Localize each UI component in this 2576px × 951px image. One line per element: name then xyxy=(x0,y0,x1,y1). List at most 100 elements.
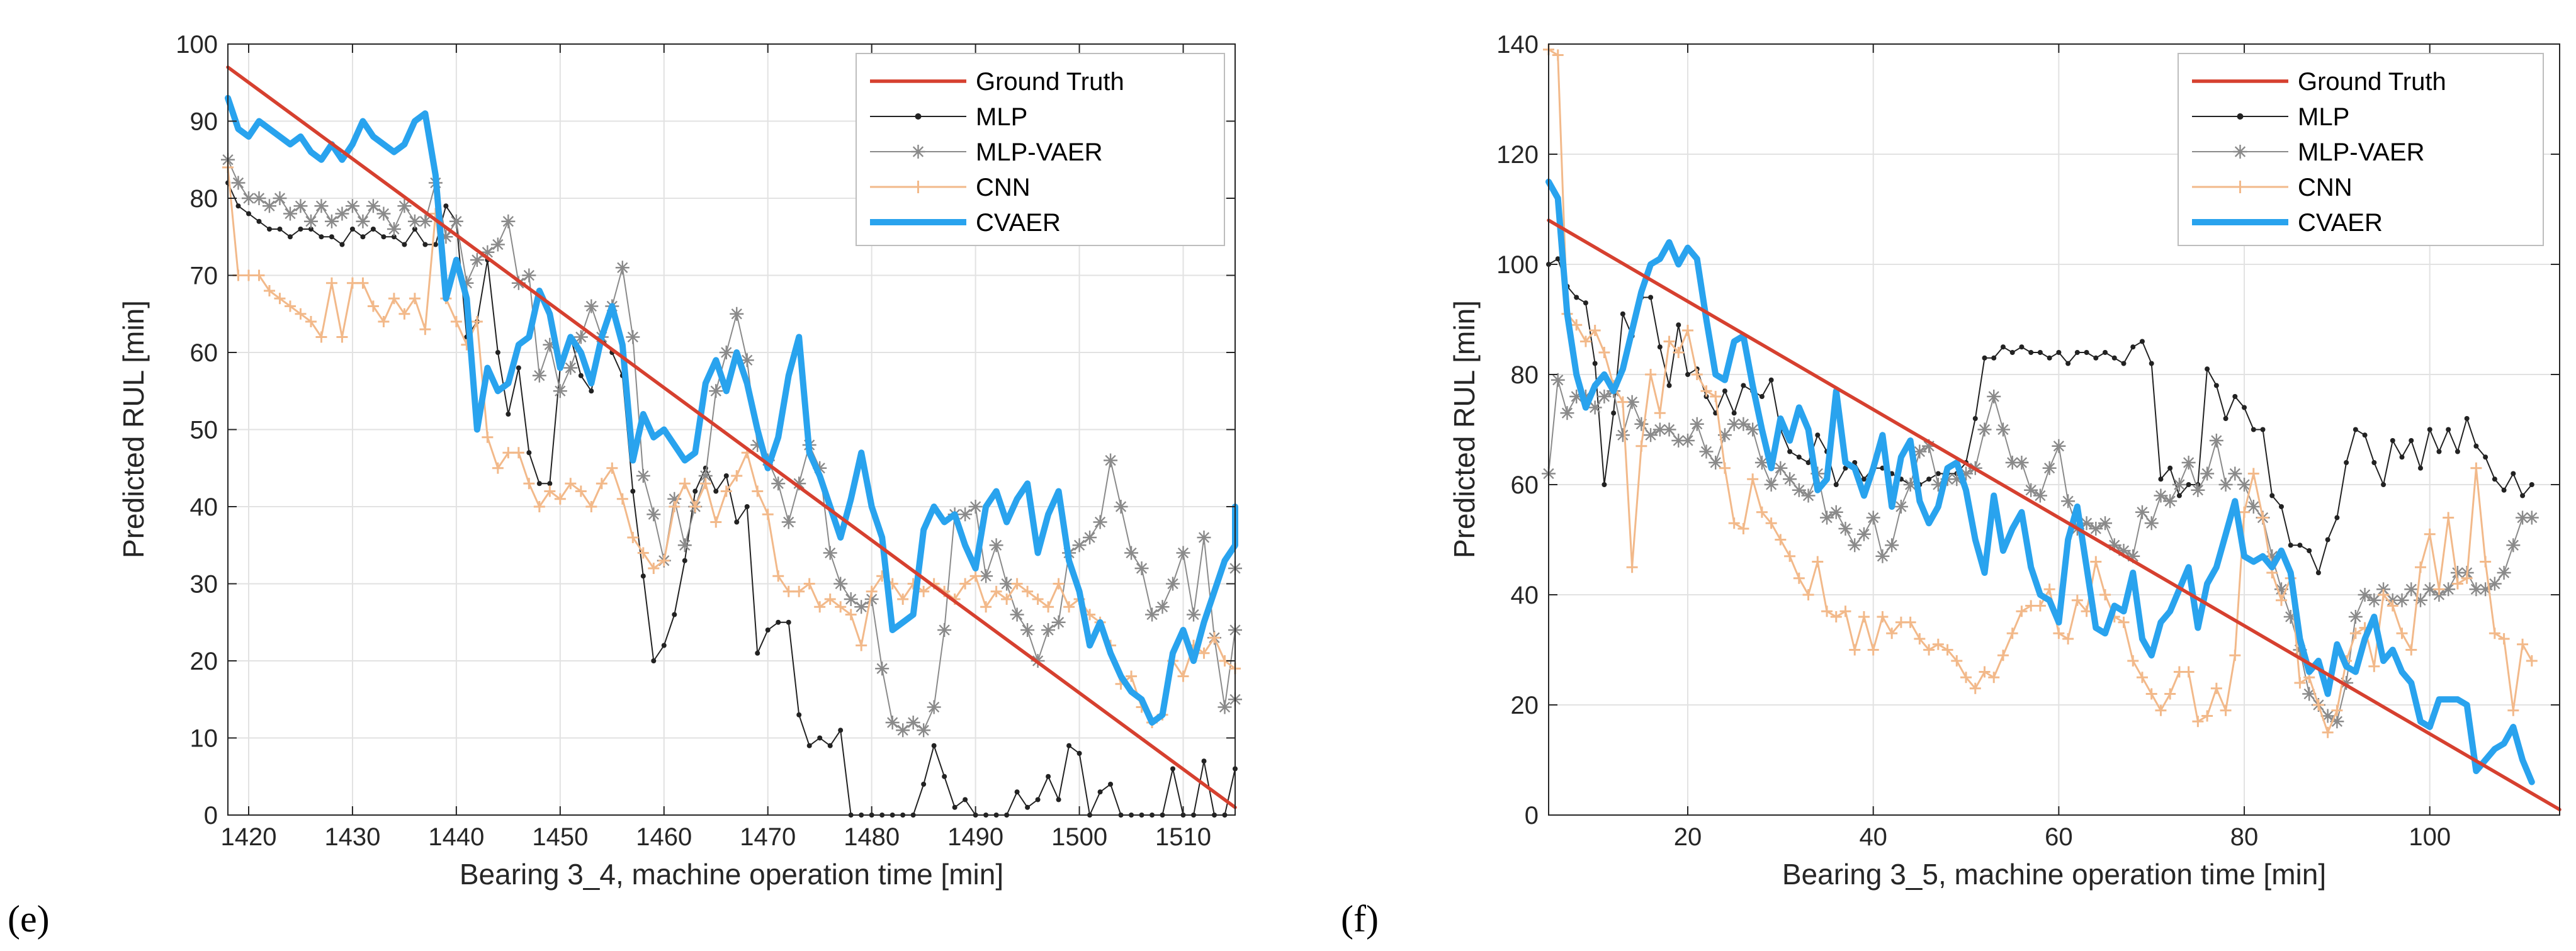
data-point-mlp xyxy=(2278,504,2284,509)
data-point-mlp xyxy=(2307,548,2312,553)
data-point-cnn xyxy=(274,293,286,305)
data-point-mlp-vaer xyxy=(2098,516,2113,531)
series-layer-f xyxy=(1542,43,2562,812)
panel-label-f: (f) xyxy=(1341,898,1379,940)
x-tick-label: 40 xyxy=(1859,823,1887,851)
data-point-mlp-vaer xyxy=(677,538,692,553)
data-point-cnn xyxy=(2368,660,2380,672)
legend-label: MLP xyxy=(2298,103,2349,131)
data-point-mlp-vaer xyxy=(927,700,941,714)
data-point-cnn xyxy=(2210,682,2222,694)
data-point-mlp xyxy=(2056,350,2062,355)
data-point-mlp xyxy=(547,481,553,487)
data-point-mlp xyxy=(2511,471,2516,476)
data-point-mlp-vaer xyxy=(792,476,806,491)
data-point-mlp-vaer xyxy=(2042,461,2057,475)
data-point-mlp-vaer xyxy=(366,199,380,213)
data-point-mlp-vaer xyxy=(2330,714,2344,729)
data-point-mlp-vaer xyxy=(1166,577,1180,591)
data-point-mlp xyxy=(339,242,345,247)
data-point-mlp-vaer xyxy=(2348,610,2363,624)
data-point-cnn xyxy=(1997,650,2009,661)
series-line-cvaer xyxy=(225,94,1238,726)
data-point-mlp xyxy=(942,774,947,779)
data-point-cnn xyxy=(1598,347,1610,358)
data-point-mlp xyxy=(1046,774,1051,779)
data-point-cnn xyxy=(2451,578,2463,590)
data-point-cnn xyxy=(346,277,358,289)
data-point-mlp xyxy=(713,488,719,494)
data-point-cnn xyxy=(1682,325,1694,336)
data-point-mlp-vaer xyxy=(2052,439,2066,453)
data-point-mlp xyxy=(1035,797,1041,802)
data-point-mlp-vaer xyxy=(2154,488,2168,503)
data-point-mlp-vaer xyxy=(2395,593,2409,607)
data-point-mlp-vaer xyxy=(584,299,599,313)
legend-marker xyxy=(915,113,922,120)
data-point-mlp-vaer xyxy=(1977,422,1992,437)
data-point-mlp-vaer xyxy=(2200,466,2215,481)
data-point-mlp-vaer xyxy=(2422,582,2437,597)
data-point-cnn xyxy=(1053,578,1065,590)
data-point-cnn xyxy=(554,493,566,505)
data-point-cnn xyxy=(2433,583,2445,595)
data-point-mlp-vaer xyxy=(2218,478,2233,492)
data-point-cnn xyxy=(2275,594,2287,606)
data-point-mlp-vaer xyxy=(1662,422,1676,437)
data-point-cnn xyxy=(1552,49,1564,61)
data-point-mlp-vaer xyxy=(387,222,401,236)
data-point-cnn xyxy=(2349,627,2361,639)
data-point-mlp-vaer xyxy=(2246,500,2261,514)
y-tick-label: 50 xyxy=(190,417,218,444)
data-point-mlp-vaer xyxy=(1083,531,1097,544)
data-point-cnn xyxy=(1635,440,1647,452)
data-point-mlp-vaer xyxy=(2116,544,2131,558)
data-point-cnn xyxy=(565,478,577,490)
data-point-mlp-vaer xyxy=(1114,500,1128,514)
data-point-mlp-vaer xyxy=(1838,522,1853,536)
data-point-cnn xyxy=(2145,688,2157,700)
data-point-cnn xyxy=(2470,462,2482,474)
data-point-cnn xyxy=(2118,616,2130,628)
data-point-mlp xyxy=(2436,449,2442,454)
y-tick-label: 0 xyxy=(1525,802,1539,830)
data-point-cnn xyxy=(585,501,597,512)
data-point-mlp xyxy=(495,350,500,355)
data-point-mlp xyxy=(2520,493,2526,498)
data-point-mlp xyxy=(2427,427,2432,432)
data-point-mlp xyxy=(2167,465,2173,471)
data-point-mlp xyxy=(651,658,657,663)
data-point-cnn xyxy=(2488,627,2500,639)
data-point-mlp xyxy=(1805,460,1811,465)
data-point-mlp-vaer xyxy=(864,592,879,606)
series-line-mlp-vaer xyxy=(227,159,1236,731)
data-point-mlp xyxy=(2242,405,2247,410)
data-point-mlp xyxy=(755,650,760,656)
data-point-mlp xyxy=(1201,758,1207,764)
data-point-mlp-vaer xyxy=(470,253,484,267)
data-point-cnn xyxy=(2034,600,2046,612)
legend-marker xyxy=(2233,145,2247,159)
legend-label: CNN xyxy=(2298,174,2353,201)
data-point-cnn xyxy=(1011,578,1023,590)
data-point-cnn xyxy=(1867,644,1879,656)
data-point-mlp-vaer xyxy=(1634,417,1649,431)
data-point-mlp xyxy=(682,558,687,563)
data-point-mlp-vaer xyxy=(1010,607,1024,622)
data-point-mlp-vaer xyxy=(1560,406,1574,420)
data-point-cnn xyxy=(398,308,410,320)
data-point-mlp xyxy=(422,242,428,247)
data-point-mlp xyxy=(1066,743,1072,748)
data-point-mlp xyxy=(2103,350,2108,355)
legend-marker xyxy=(2237,113,2244,120)
data-point-mlp-vaer xyxy=(958,507,973,522)
data-point-mlp-vaer xyxy=(2079,516,2094,531)
data-point-mlp-vaer xyxy=(1597,390,1612,403)
y-tick-label: 10 xyxy=(190,725,218,753)
data-point-cnn xyxy=(1626,561,1638,573)
data-point-mlp xyxy=(2019,344,2025,350)
data-point-cnn xyxy=(679,478,691,490)
data-point-mlp xyxy=(246,211,251,217)
y-axis-label-f: Predicted RUL [min] xyxy=(1448,300,1481,558)
data-point-mlp xyxy=(1056,797,1061,802)
